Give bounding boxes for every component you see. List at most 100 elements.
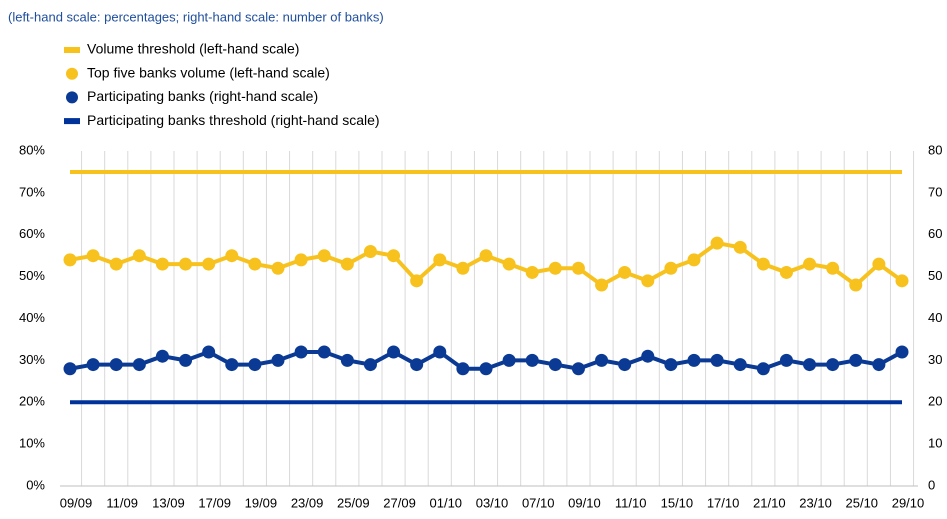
- x-tick-label: 07/10: [522, 495, 555, 510]
- data-point: [433, 253, 447, 267]
- data-point: [687, 353, 701, 367]
- data-point: [340, 257, 354, 271]
- data-point: [756, 362, 770, 376]
- data-point: [479, 249, 493, 263]
- data-point: [826, 358, 840, 372]
- data-point: [525, 353, 539, 367]
- data-point: [86, 249, 100, 263]
- data-point: [317, 345, 331, 359]
- data-point: [756, 257, 770, 271]
- y2-tick-label: 80: [928, 142, 942, 157]
- y-tick-label: 20%: [19, 394, 45, 409]
- x-tick-label: 01/10: [430, 495, 463, 510]
- data-point: [710, 353, 724, 367]
- data-point: [248, 257, 262, 271]
- data-point: [271, 261, 285, 275]
- data-point: [387, 249, 401, 263]
- x-tick-label: 17/10: [707, 495, 740, 510]
- data-point: [664, 358, 678, 372]
- data-point: [202, 345, 216, 359]
- data-point: [387, 345, 401, 359]
- data-point: [849, 278, 863, 292]
- y2-tick-label: 40: [928, 310, 942, 325]
- x-tick-label: 15/10: [661, 495, 694, 510]
- data-point: [826, 261, 840, 275]
- data-point: [872, 358, 886, 372]
- data-point: [571, 261, 585, 275]
- data-point: [687, 253, 701, 267]
- y-tick-label: 80%: [19, 142, 45, 157]
- data-point: [779, 265, 793, 279]
- x-tick-label: 27/09: [383, 495, 416, 510]
- data-point: [779, 353, 793, 367]
- x-tick-label: 09/10: [568, 495, 601, 510]
- data-point: [502, 257, 516, 271]
- x-tick-label: 25/09: [337, 495, 370, 510]
- data-point: [849, 353, 863, 367]
- x-tick-label: 11/09: [106, 495, 138, 510]
- data-point: [410, 274, 424, 288]
- y-tick-label: 40%: [19, 310, 45, 325]
- y2-tick-label: 20: [928, 394, 942, 409]
- data-point: [63, 253, 77, 267]
- x-tick-label: 03/10: [476, 495, 509, 510]
- x-tick-label: 17/09: [198, 495, 231, 510]
- data-point: [340, 353, 354, 367]
- data-point: [63, 362, 77, 376]
- data-point: [803, 358, 817, 372]
- x-tick-label: 29/10: [892, 495, 925, 510]
- legend-label: Top five banks volume (left-hand scale): [87, 64, 330, 80]
- x-tick-label: 23/09: [291, 495, 324, 510]
- data-point: [363, 358, 377, 372]
- x-tick-label: 09/09: [60, 495, 93, 510]
- data-point: [225, 358, 239, 372]
- data-point: [225, 249, 239, 263]
- legend-marker: [66, 67, 78, 80]
- y2-tick-label: 50: [928, 268, 942, 283]
- data-point: [664, 261, 678, 275]
- data-point: [109, 257, 123, 271]
- data-point: [179, 353, 193, 367]
- data-point: [803, 257, 817, 271]
- data-point: [179, 257, 193, 271]
- y2-tick-label: 70: [928, 184, 942, 199]
- data-point: [641, 349, 655, 363]
- data-point: [456, 362, 470, 376]
- y-tick-label: 10%: [19, 436, 45, 451]
- data-point: [502, 353, 516, 367]
- y2-tick-label: 30: [928, 352, 942, 367]
- y2-tick-label: 60: [928, 226, 942, 241]
- data-point: [595, 353, 609, 367]
- legend-label: Volume threshold (left-hand scale): [87, 41, 299, 57]
- x-tick-label: 25/10: [846, 495, 879, 510]
- y-tick-label: 30%: [19, 352, 45, 367]
- y-tick-label: 50%: [19, 268, 45, 283]
- legend-label: Participating banks threshold (right-han…: [87, 112, 380, 128]
- data-point: [456, 261, 470, 275]
- data-point: [641, 274, 655, 288]
- data-point: [132, 358, 146, 372]
- data-point: [895, 274, 909, 288]
- y2-tick-label: 10: [928, 436, 942, 451]
- data-point: [872, 257, 886, 271]
- data-point: [317, 249, 331, 263]
- x-tick-label: 21/10: [753, 495, 786, 510]
- legend-marker: [64, 47, 80, 53]
- data-point: [294, 253, 308, 267]
- x-tick-label: 13/09: [152, 495, 185, 510]
- legend-label: Participating banks (right-hand scale): [87, 88, 318, 104]
- data-point: [433, 345, 447, 359]
- data-point: [895, 345, 909, 359]
- data-point: [248, 358, 262, 372]
- data-point: [618, 358, 632, 372]
- data-point: [595, 278, 609, 292]
- data-point: [571, 362, 585, 376]
- data-point: [109, 358, 123, 372]
- data-point: [525, 265, 539, 279]
- data-point: [548, 358, 562, 372]
- x-tick-label: 11/10: [615, 495, 647, 510]
- data-point: [155, 257, 169, 271]
- data-point: [86, 358, 100, 372]
- data-point: [733, 358, 747, 372]
